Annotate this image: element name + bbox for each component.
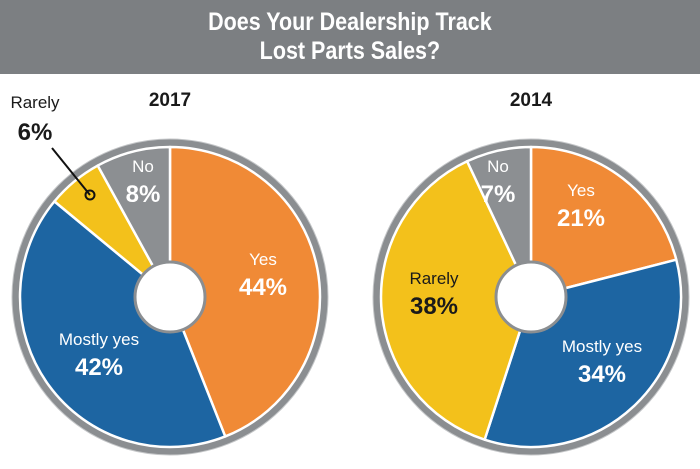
chart-title-line-2: Lost Parts Sales? xyxy=(259,37,441,65)
label-2014-yes: Yes xyxy=(567,181,595,200)
value-2017-rarely: 6% xyxy=(18,119,53,146)
chart-2014: Yes 21% Mostly yes 34% Rarely 38% No 7% xyxy=(372,138,690,456)
value-2017-mostly-yes: 42% xyxy=(75,354,123,381)
value-2014-rarely: 38% xyxy=(410,293,458,320)
value-2017-yes: 44% xyxy=(239,274,287,301)
slice-2014-no xyxy=(465,145,533,299)
label-2017-rarely: Rarely xyxy=(10,93,60,112)
leader-line-2017-rarely xyxy=(51,147,91,196)
value-2017-no: 8% xyxy=(126,181,161,208)
slice-2017-no xyxy=(96,145,172,299)
label-2014-mostly-yes: Mostly yes xyxy=(562,337,642,356)
label-2014-rarely: Rarely xyxy=(409,269,459,288)
chart-2014-title: 2014 xyxy=(510,90,553,111)
label-2017-mostly-yes: Mostly yes xyxy=(59,330,139,349)
slice-2017-yes xyxy=(168,145,322,438)
slice-2017-mostly-yes xyxy=(18,200,227,449)
chart-title-banner: Does Your Dealership Track Lost Parts Sa… xyxy=(0,0,700,74)
label-2017-yes: Yes xyxy=(249,250,277,269)
chart-2017-title: 2017 xyxy=(149,90,191,111)
slice-2014-yes xyxy=(529,145,678,299)
value-2014-yes: 21% xyxy=(557,205,605,232)
value-2014-no: 7% xyxy=(481,181,516,208)
chart-title-line-1: Does Your Dealership Track xyxy=(208,8,492,36)
label-2014-no: No xyxy=(487,157,509,176)
leader-dot-2017-rarely xyxy=(84,189,96,201)
chart-2017: Yes 44% Mostly yes 42% Rarely 6% No 8% xyxy=(10,93,329,456)
chart-2014-center-hole xyxy=(494,260,568,334)
chart-2017-center-hole xyxy=(133,260,207,334)
label-2017-no: No xyxy=(132,157,154,176)
value-2014-mostly-yes: 34% xyxy=(578,361,626,388)
slice-2014-rarely xyxy=(379,160,533,441)
